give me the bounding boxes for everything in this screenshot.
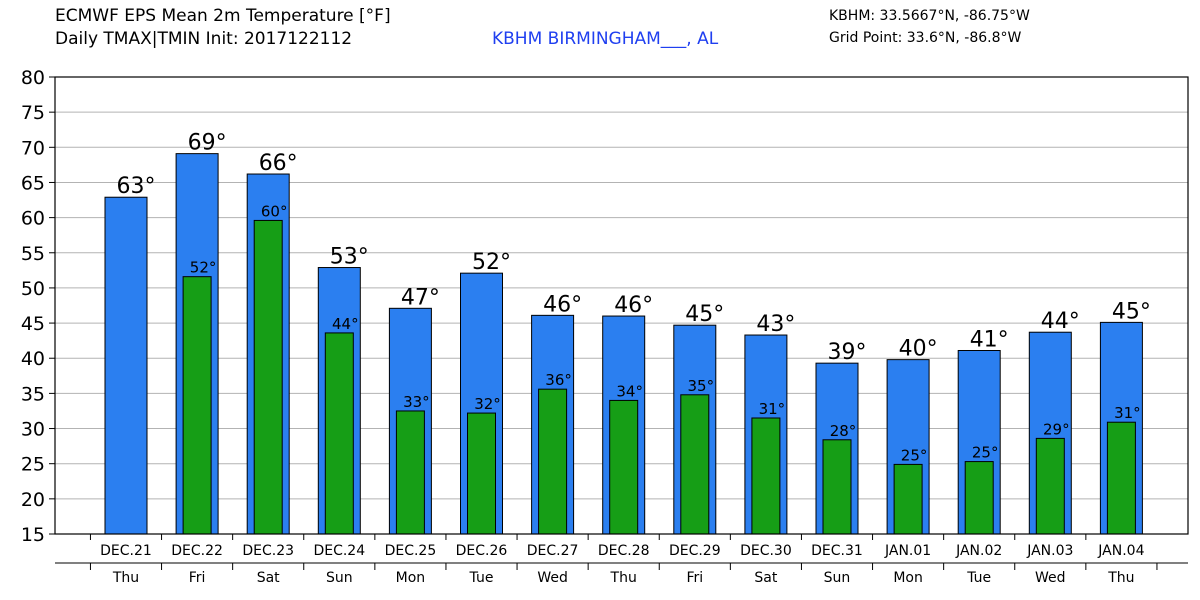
tmax-label: 46° [543,292,582,317]
x-weekday-label: Tue [469,570,494,586]
x-weekday-label: Wed [1035,570,1066,586]
tmax-label: 47° [401,285,440,310]
y-tick-label: 75 [21,102,45,124]
x-weekday-label: Mon [396,570,426,586]
tmin-bar [822,439,852,535]
y-tick-label: 60 [21,208,45,230]
x-date-label: DEC.31 [811,543,863,559]
y-tick-label: 45 [21,313,45,335]
station-coords: KBHM: 33.5667°N, -86.75°W [829,8,1030,24]
location-label: KBHM BIRMINGHAM___, AL [492,29,719,49]
x-weekday-label: Tue [966,570,991,586]
x-date-label: JAN.01 [884,543,931,559]
tmin-bar [538,388,568,535]
x-weekday-label: Wed [537,570,568,586]
tmin-bar [964,461,994,535]
tmin-bar [680,394,710,535]
x-date-label: DEC.23 [242,543,294,559]
y-tick-label: 55 [21,243,45,265]
x-date-label: DEC.22 [171,543,223,559]
chart-subtitle: Daily TMAX|TMIN Init: 2017122112 [55,29,353,49]
tmin-bar [893,463,923,535]
x-date-label: JAN.02 [955,543,1002,559]
tmax-label: 41° [970,327,1009,352]
x-date-label: DEC.28 [598,543,650,559]
x-date-label: JAN.03 [1026,543,1073,559]
x-date-label: DEC.29 [669,543,721,559]
tmin-label: 34° [616,382,643,400]
chart-title: ECMWF EPS Mean 2m Temperature [°F] [55,6,391,26]
tmin-label: 52° [190,259,217,277]
x-weekday-label: Sat [754,570,777,586]
x-weekday-label: Sun [326,570,353,586]
tmax-label: 52° [472,250,511,275]
tmax-label: 39° [828,340,867,365]
y-tick-label: 25 [21,454,45,476]
x-date-label: DEC.27 [527,543,579,559]
y-tick-label: 40 [21,348,45,370]
tmin-label: 25° [972,444,999,462]
tmin-bar [324,332,354,535]
tmin-bar [751,417,781,535]
tmax-label: 63° [117,174,156,199]
x-date-label: DEC.24 [313,543,365,559]
tmax-label: 53° [330,245,369,270]
tmax-label: 45° [1112,299,1151,324]
tmin-label: 33° [403,393,430,411]
x-date-label: DEC.30 [740,543,792,559]
tmin-label: 28° [830,422,857,440]
y-tick-label: 50 [21,278,45,300]
y-tick-label: 80 [21,67,45,89]
x-weekday-label: Sat [257,570,280,586]
plot-frame [54,76,1189,535]
x-weekday-label: Thu [112,570,139,586]
x-date-label: DEC.25 [385,543,437,559]
x-weekday-label: Sun [824,570,851,586]
tmin-label: 32° [474,395,501,413]
x-weekday-label: Thu [1107,570,1134,586]
tmax-label: 45° [685,302,724,327]
tmax-label: 43° [756,312,795,337]
tmax-label: 69° [188,131,227,156]
tmin-bar [1106,421,1136,535]
tmax-label: 46° [614,293,653,318]
tmax-label: 66° [259,151,298,176]
tmin-label: 25° [901,446,928,464]
y-tick-label: 70 [21,137,45,159]
x-weekday-label: Fri [189,570,206,586]
y-tick-label: 35 [21,383,45,405]
tmin-label: 31° [1114,404,1141,422]
y-tick-label: 30 [21,419,45,441]
tmin-bar [467,412,496,535]
tmin-label: 31° [759,400,786,418]
tmin-bar [182,276,212,535]
tmax-bar [104,196,148,535]
x-date-label: JAN.04 [1097,543,1144,559]
tmin-bar [1035,437,1065,535]
x-weekday-label: Thu [610,570,637,586]
tmin-bar [395,410,425,535]
tmin-label: 44° [332,315,359,333]
tmin-label: 60° [261,202,288,220]
tmin-bar [253,219,283,535]
tmax-label: 40° [899,337,938,362]
tmin-label: 36° [545,371,572,389]
tmax-label: 44° [1041,309,1080,334]
y-tick-label: 20 [21,489,45,511]
x-weekday-label: Mon [893,570,923,586]
x-date-label: DEC.26 [456,543,508,559]
y-tick-label: 65 [21,172,45,194]
x-date-label: DEC.21 [100,543,152,559]
x-weekday-label: Fri [686,570,703,586]
tmin-bar [609,399,639,535]
y-tick-label: 15 [21,524,45,546]
grid-point-coords: Grid Point: 33.6°N, -86.8°W [829,30,1022,46]
tmin-label: 35° [688,377,715,395]
tmin-label: 29° [1043,420,1070,438]
